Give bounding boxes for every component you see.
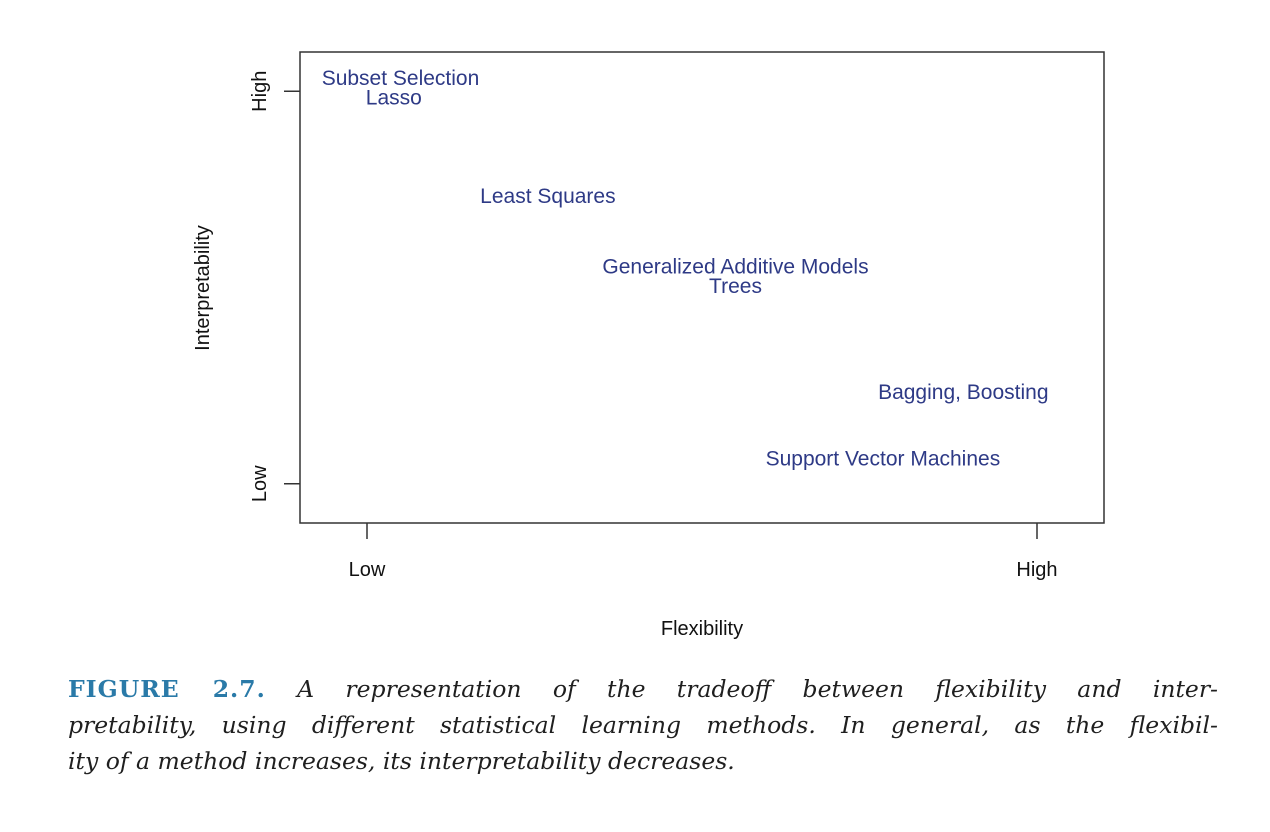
method-label-5: Bagging, Boosting bbox=[878, 381, 1048, 404]
caption-line-3: ity of a method increases, its interpret… bbox=[68, 747, 735, 775]
y-tick-label-1: High bbox=[249, 71, 271, 112]
figure-caption: FIGURE 2.7. A representation of the trad… bbox=[68, 671, 1218, 779]
y-tick-label-0: Low bbox=[249, 465, 271, 502]
caption-text-1: A representation of the tradeoff between… bbox=[297, 675, 1218, 703]
caption-line-2: pretability, using different statistical… bbox=[68, 711, 1218, 739]
y-axis-title: Interpretability bbox=[192, 225, 214, 351]
method-label-6: Support Vector Machines bbox=[766, 448, 1001, 471]
figure-label: FIGURE 2.7. bbox=[68, 675, 266, 703]
x-axis-title: Flexibility bbox=[661, 618, 743, 640]
caption-line-1: FIGURE 2.7. A representation of the trad… bbox=[68, 671, 1218, 707]
method-label-0: Subset Selection bbox=[322, 67, 480, 90]
method-label-1: Lasso bbox=[366, 87, 422, 110]
x-tick-label-1: High bbox=[1016, 559, 1057, 581]
method-label-3: Generalized Additive Models bbox=[602, 255, 868, 278]
plot-frame bbox=[299, 51, 1105, 524]
method-label-2: Least Squares bbox=[480, 185, 615, 208]
method-label-4: Trees bbox=[709, 275, 762, 298]
x-axis: Low High bbox=[349, 523, 1058, 581]
y-axis: Low High bbox=[249, 71, 300, 502]
x-tick-label-0: Low bbox=[349, 559, 386, 581]
